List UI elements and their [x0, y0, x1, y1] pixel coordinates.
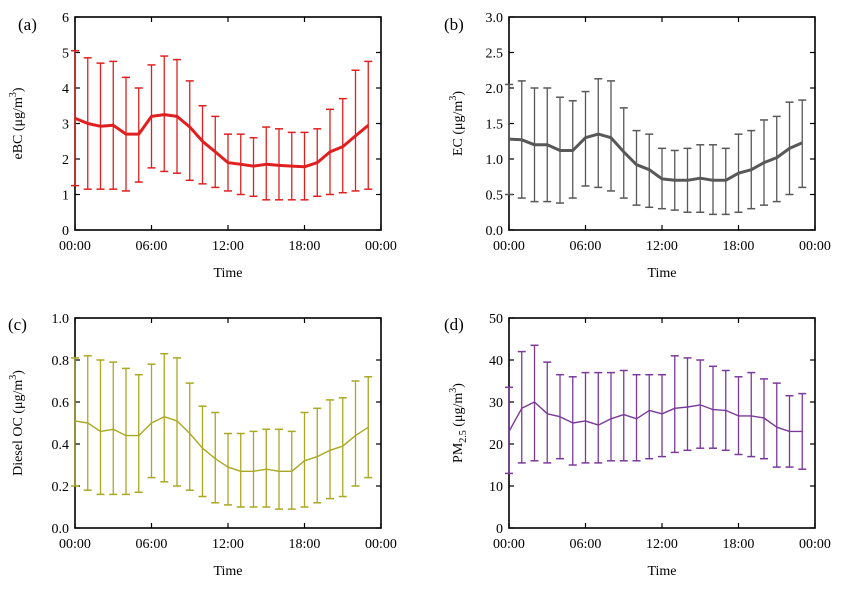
panel-d: 0 10 20 30 40 50 00:00 06:00 12:00 18:00 00:00 Time… — [444, 312, 831, 579]
y-tick-label: 5 — [62, 47, 69, 62]
y-axis-label-suffix: ) — [11, 87, 26, 92]
y-tick-label: 2.5 — [486, 47, 504, 62]
y-tick-label: 0 — [496, 522, 503, 537]
y-tick-label: 1 — [62, 189, 69, 204]
series-line-diesel-oc — [74, 416, 369, 472]
y-tick-label: 0.8 — [52, 354, 70, 369]
plot-frame — [74, 16, 382, 231]
x-tick-label: 18:00 — [289, 537, 321, 552]
y-tick-label: 1.5 — [486, 118, 504, 133]
y-tick-label: 1.0 — [486, 153, 504, 168]
y-tick-label: 0.4 — [52, 438, 70, 453]
panel-label: (b) — [444, 15, 464, 34]
y-tick-label: 0.0 — [52, 522, 70, 537]
x-tick-label: 12:00 — [212, 537, 244, 552]
x-tick-label: 00:00 — [59, 239, 91, 254]
y-tick-label: 50 — [489, 312, 503, 327]
x-tick-label: 12:00 — [646, 537, 678, 552]
y-tick-label: 40 — [489, 354, 503, 369]
x-tick-label: 06:00 — [570, 537, 602, 552]
x-axis-label: Time — [213, 564, 242, 579]
x-axis-label: Time — [647, 266, 676, 281]
y-axis-label: Diesel OC (μg/m3) — [8, 370, 26, 476]
y-tick-label: 6 — [62, 11, 69, 26]
y-axis-label: eBC (μg/m3) — [8, 87, 26, 159]
x-tick-label: 00:00 — [59, 537, 91, 552]
y-axis-label-prefix: PM — [451, 442, 466, 463]
series-line-pm2-5 — [508, 401, 803, 433]
y-axis-label-mid: (μg/m — [451, 393, 466, 431]
y-axis-label-prefix: Diesel OC (μg/m — [11, 380, 26, 476]
y-tick-label: 10 — [489, 480, 503, 495]
panel-c: 0.0 0.2 0.4 0.6 0.8 1.0 00:00 06:00 12:00 18:00 00… — [8, 312, 397, 579]
panel-label: (a) — [18, 15, 37, 34]
y-tick-label: 0.0 — [486, 224, 504, 239]
x-tick-label: 12:00 — [212, 239, 244, 254]
y-tick-label: 4 — [62, 82, 69, 97]
panel-b: 0.0 0.5 1.0 1.5 2.0 2.5 3.0 00:00 06:00 12:00 18:0… — [444, 11, 831, 281]
x-tick-label: 00:00 — [799, 239, 831, 254]
y-tick-label: 0.5 — [486, 189, 504, 204]
panel-label: (d) — [444, 315, 464, 334]
x-tick-label: 06:00 — [136, 537, 168, 552]
panel-label: (c) — [8, 315, 27, 334]
y-tick-label: 3 — [62, 118, 69, 133]
panel-a: 0 1 2 3 4 5 6 00:00 06:00 12:00 18:00 00:00 Time eBC … — [8, 11, 397, 281]
x-tick-label: 00:00 — [493, 537, 525, 552]
y-axis-label-sup: 3 — [8, 375, 19, 380]
x-tick-label: 00:00 — [365, 239, 397, 254]
x-tick-label: 06:00 — [570, 239, 602, 254]
y-axis-label-sup: 3 — [448, 96, 459, 101]
y-tick-label: 30 — [489, 396, 503, 411]
x-tick-label: 00:00 — [493, 239, 525, 254]
y-tick-label: 1.0 — [52, 312, 70, 327]
y-axis-label-prefix: EC (μg/m — [451, 101, 466, 156]
x-tick-label: 18:00 — [723, 239, 755, 254]
x-tick-label: 00:00 — [365, 537, 397, 552]
x-tick-label: 12:00 — [646, 239, 678, 254]
series-line-ec — [508, 132, 803, 182]
x-tick-label: 18:00 — [289, 239, 321, 254]
x-tick-label: 18:00 — [723, 537, 755, 552]
y-axis-label: EC (μg/m3) — [448, 91, 466, 156]
y-tick-label: 20 — [489, 438, 503, 453]
y-axis-label-sup: 3 — [8, 92, 19, 97]
x-tick-label: 00:00 — [799, 537, 831, 552]
series-line-ebc — [74, 113, 370, 169]
y-axis-label-sub: 2.5 — [458, 430, 469, 443]
y-axis-label: PM2.5 (μg/m3) — [448, 383, 469, 463]
y-axis-label-suffix: ) — [11, 370, 26, 375]
y-tick-label: 2.0 — [486, 82, 504, 97]
x-axis-label: Time — [213, 266, 242, 281]
y-axis-label-suffix: ) — [451, 91, 466, 96]
y-tick-label: 0.6 — [52, 396, 70, 411]
y-tick-label: 0.2 — [52, 480, 70, 495]
y-tick-label: 0 — [62, 224, 69, 239]
y-axis-label-suffix: ) — [451, 383, 466, 388]
y-axis-label-prefix: eBC (μg/m — [11, 97, 26, 159]
y-tick-label: 2 — [62, 153, 69, 168]
y-tick-label: 3.0 — [486, 11, 504, 26]
x-axis-label: Time — [647, 564, 676, 579]
x-tick-label: 06:00 — [136, 239, 168, 254]
y-axis-label-sup: 3 — [448, 388, 459, 393]
